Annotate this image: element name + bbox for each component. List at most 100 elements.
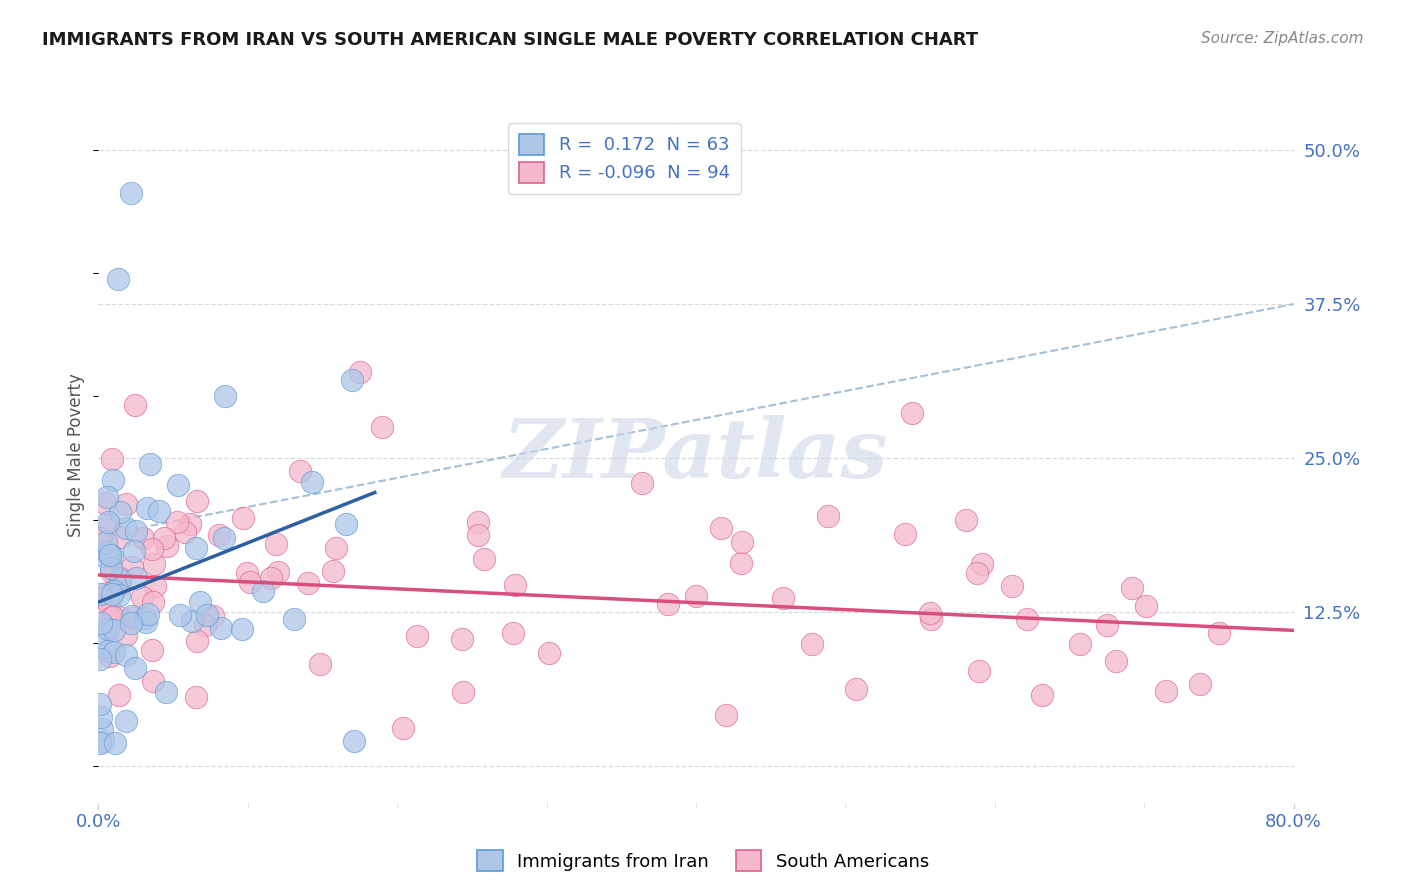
Point <box>93 627 115 641</box>
Point <box>340 374 363 388</box>
Point <box>101 610 124 624</box>
Point <box>121 609 143 624</box>
Point <box>297 575 319 590</box>
Point <box>181 614 204 628</box>
Point <box>685 589 707 603</box>
Point <box>124 660 146 674</box>
Point <box>731 534 754 549</box>
Point <box>108 609 131 624</box>
Point <box>714 707 737 722</box>
Point <box>93 496 115 510</box>
Point <box>179 517 201 532</box>
Point <box>91 734 114 748</box>
Point <box>98 547 121 561</box>
Point <box>124 398 146 412</box>
Point <box>101 549 124 563</box>
Point <box>1105 654 1128 668</box>
Point <box>239 574 262 589</box>
Point <box>236 566 259 580</box>
Point <box>90 531 112 545</box>
Point <box>371 420 394 434</box>
Point <box>125 524 148 538</box>
Point <box>309 657 332 672</box>
Point <box>186 634 208 648</box>
Point <box>970 557 993 571</box>
Point <box>89 531 111 545</box>
Point <box>207 527 229 541</box>
Y-axis label: Single Male Poverty: Single Male Poverty <box>67 373 86 537</box>
Point <box>108 573 131 587</box>
Point <box>141 642 163 657</box>
Point <box>772 591 794 606</box>
Text: Source: ZipAtlas.com: Source: ZipAtlas.com <box>1201 31 1364 46</box>
Point <box>89 737 111 751</box>
Point <box>114 628 136 642</box>
Point <box>148 503 170 517</box>
Point <box>201 609 224 624</box>
Point <box>103 645 125 659</box>
Point <box>103 473 125 487</box>
Point <box>100 587 122 601</box>
Point <box>710 521 733 535</box>
Point <box>325 541 347 555</box>
Point <box>335 516 357 531</box>
Point <box>264 536 287 550</box>
Point <box>214 389 236 403</box>
Point <box>1015 612 1038 626</box>
Point <box>108 689 131 703</box>
Point <box>967 664 990 678</box>
Point <box>188 595 211 609</box>
Point <box>966 566 988 581</box>
Point <box>96 545 118 559</box>
Point <box>1001 579 1024 593</box>
Point <box>1121 582 1143 596</box>
Point <box>845 681 868 696</box>
Point <box>657 597 679 611</box>
Point <box>1208 626 1230 640</box>
Point <box>212 531 235 545</box>
Point <box>166 515 188 529</box>
Point <box>100 565 122 579</box>
Point <box>136 501 159 516</box>
Point <box>97 643 120 657</box>
Point <box>142 673 165 688</box>
Point <box>98 648 121 663</box>
Point <box>131 590 153 604</box>
Point <box>89 651 111 665</box>
Point <box>125 571 148 585</box>
Point <box>141 542 163 557</box>
Point <box>108 588 131 602</box>
Legend: R =  0.172  N = 63, R = -0.096  N = 94: R = 0.172 N = 63, R = -0.096 N = 94 <box>508 123 741 194</box>
Point <box>143 557 166 571</box>
Point <box>132 532 155 546</box>
Point <box>108 577 131 591</box>
Point <box>186 494 208 508</box>
Point <box>155 685 177 699</box>
Point <box>472 551 495 566</box>
Point <box>406 629 429 643</box>
Point <box>260 570 283 584</box>
Point <box>97 518 120 533</box>
Point <box>730 556 752 570</box>
Point <box>108 530 131 544</box>
Point <box>288 465 311 479</box>
Point <box>450 632 472 647</box>
Point <box>104 736 127 750</box>
Text: ZIPatlas: ZIPatlas <box>503 415 889 495</box>
Point <box>115 714 138 728</box>
Point <box>142 595 165 609</box>
Point <box>115 648 138 662</box>
Point <box>252 583 274 598</box>
Point <box>100 610 122 624</box>
Point <box>143 579 166 593</box>
Point <box>96 490 118 504</box>
Point <box>167 477 190 491</box>
Point <box>173 525 195 540</box>
Point <box>800 637 823 651</box>
Point <box>322 564 344 578</box>
Point <box>901 406 924 420</box>
Point <box>502 626 524 640</box>
Point <box>115 521 138 535</box>
Point <box>195 607 218 622</box>
Point <box>467 528 489 542</box>
